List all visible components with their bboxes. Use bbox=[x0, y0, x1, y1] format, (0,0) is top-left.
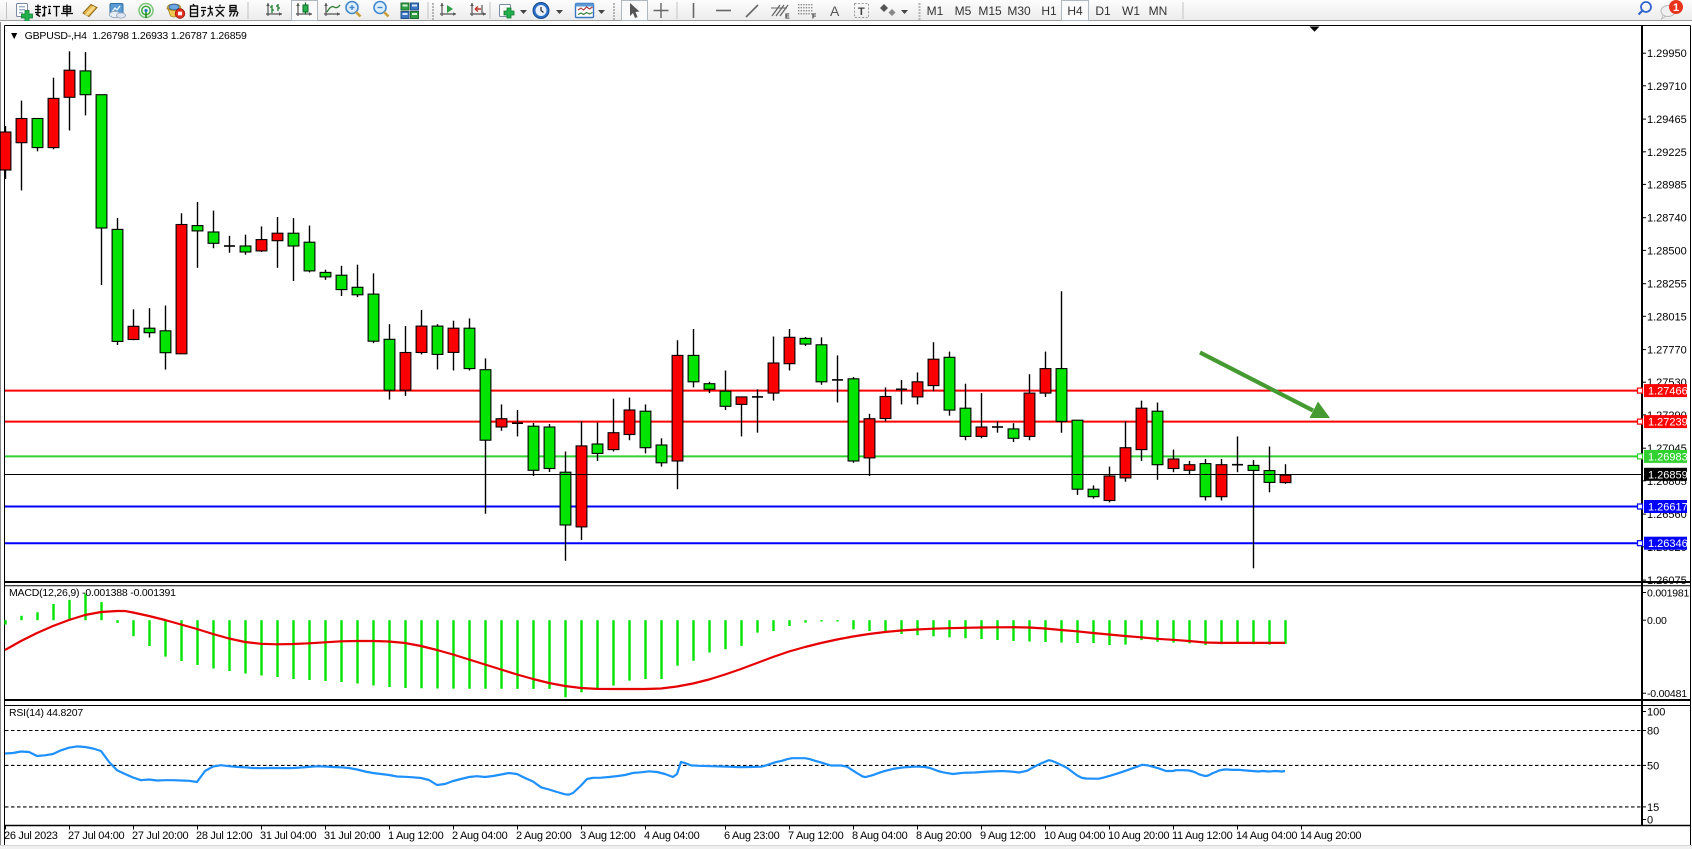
svg-text:8 Aug 04:00: 8 Aug 04:00 bbox=[852, 830, 908, 842]
svg-text:9 Aug 12:00: 9 Aug 12:00 bbox=[980, 830, 1036, 842]
svg-text:1.26075: 1.26075 bbox=[1647, 575, 1687, 587]
svg-text:1.29225: 1.29225 bbox=[1647, 147, 1687, 159]
svg-text:0.001981: 0.001981 bbox=[1647, 588, 1690, 600]
svg-text:1.28015: 1.28015 bbox=[1647, 311, 1687, 323]
svg-text:1.26983: 1.26983 bbox=[1648, 451, 1688, 463]
svg-text:10 Aug 20:00: 10 Aug 20:00 bbox=[1108, 830, 1169, 842]
svg-text:1.28740: 1.28740 bbox=[1647, 213, 1687, 225]
svg-text:10 Aug 04:00: 10 Aug 04:00 bbox=[1044, 830, 1105, 842]
svg-text:2 Aug 20:00: 2 Aug 20:00 bbox=[516, 830, 572, 842]
svg-text:11 Aug 12:00: 11 Aug 12:00 bbox=[1172, 830, 1233, 842]
svg-text:M30: M30 bbox=[1007, 4, 1031, 18]
svg-text:A: A bbox=[830, 3, 840, 19]
svg-text:15: 15 bbox=[1647, 802, 1659, 814]
svg-text:RSI(14) 44.8207: RSI(14) 44.8207 bbox=[9, 707, 83, 719]
svg-text:-0.00481: -0.00481 bbox=[1647, 688, 1687, 700]
svg-text:▼ GBPUSD-,H4 1.26798 1.26933: ▼ GBPUSD-,H4 1.26798 1.26933 1.26787 1.2… bbox=[9, 30, 247, 42]
svg-text:1.28500: 1.28500 bbox=[1647, 245, 1687, 257]
svg-text:1.27239: 1.27239 bbox=[1648, 417, 1688, 429]
svg-text:8 Aug 20:00: 8 Aug 20:00 bbox=[916, 830, 972, 842]
svg-text:0.00: 0.00 bbox=[1647, 615, 1667, 627]
svg-text:14 Aug 04:00: 14 Aug 04:00 bbox=[1236, 830, 1297, 842]
svg-text:6 Aug 23:00: 6 Aug 23:00 bbox=[724, 830, 780, 842]
svg-text:1.29465: 1.29465 bbox=[1647, 114, 1687, 126]
svg-text:0: 0 bbox=[1647, 815, 1653, 827]
svg-text:T: T bbox=[858, 6, 865, 18]
svg-text:27 Jul 04:00: 27 Jul 04:00 bbox=[68, 830, 125, 842]
svg-text:1.27466: 1.27466 bbox=[1648, 386, 1688, 398]
svg-text:2 Aug 04:00: 2 Aug 04:00 bbox=[452, 830, 508, 842]
svg-text:1.26346: 1.26346 bbox=[1648, 538, 1688, 550]
svg-text:D1: D1 bbox=[1095, 4, 1111, 18]
svg-text:28 Jul 12:00: 28 Jul 12:00 bbox=[196, 830, 253, 842]
svg-text:F: F bbox=[812, 14, 817, 21]
svg-text:1.29710: 1.29710 bbox=[1647, 81, 1687, 93]
svg-text:50: 50 bbox=[1647, 760, 1659, 772]
svg-text:1.27770: 1.27770 bbox=[1647, 345, 1687, 357]
svg-text:31 Jul 04:00: 31 Jul 04:00 bbox=[260, 830, 317, 842]
svg-text:1.28255: 1.28255 bbox=[1647, 279, 1687, 291]
svg-text:1.28985: 1.28985 bbox=[1647, 179, 1687, 191]
svg-text:1.26859: 1.26859 bbox=[1648, 469, 1688, 481]
svg-text:E: E bbox=[785, 14, 790, 21]
svg-text:26 Jul 2023: 26 Jul 2023 bbox=[4, 830, 58, 842]
svg-text:1.29950: 1.29950 bbox=[1647, 48, 1687, 60]
svg-text:MN: MN bbox=[1149, 4, 1168, 18]
svg-text:M1: M1 bbox=[927, 4, 944, 18]
svg-text:H4: H4 bbox=[1067, 4, 1083, 18]
svg-text:14 Aug 20:00: 14 Aug 20:00 bbox=[1300, 830, 1361, 842]
svg-text:W1: W1 bbox=[1122, 4, 1140, 18]
svg-text:31 Jul 20:00: 31 Jul 20:00 bbox=[324, 830, 381, 842]
svg-text:H1: H1 bbox=[1041, 4, 1057, 18]
svg-text:M15: M15 bbox=[978, 4, 1002, 18]
svg-text:MACD(12,26,9) -0.001388 -0.001: MACD(12,26,9) -0.001388 -0.001391 bbox=[9, 587, 176, 599]
svg-text:M5: M5 bbox=[955, 4, 972, 18]
svg-text:3 Aug 12:00: 3 Aug 12:00 bbox=[580, 830, 636, 842]
svg-text:7 Aug 12:00: 7 Aug 12:00 bbox=[788, 830, 844, 842]
svg-text:27 Jul 20:00: 27 Jul 20:00 bbox=[132, 830, 189, 842]
svg-text:4 Aug 04:00: 4 Aug 04:00 bbox=[644, 830, 700, 842]
svg-text:100: 100 bbox=[1647, 707, 1665, 719]
svg-text:1.26617: 1.26617 bbox=[1648, 502, 1688, 514]
svg-text:1: 1 bbox=[1673, 2, 1679, 14]
svg-text:80: 80 bbox=[1647, 726, 1659, 738]
svg-text:1 Aug 12:00: 1 Aug 12:00 bbox=[388, 830, 444, 842]
